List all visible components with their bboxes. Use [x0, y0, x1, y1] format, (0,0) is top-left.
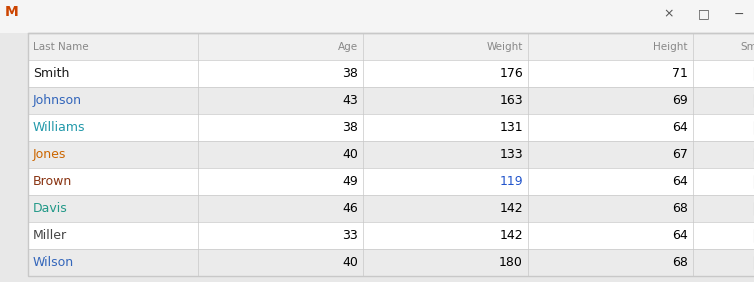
Text: 69: 69	[673, 94, 688, 107]
Text: 163: 163	[499, 94, 523, 107]
Text: Last Name: Last Name	[33, 41, 89, 52]
Text: 176: 176	[499, 67, 523, 80]
Text: Davis: Davis	[33, 202, 68, 215]
Text: 46: 46	[342, 202, 358, 215]
Text: Johnson: Johnson	[33, 94, 82, 107]
Text: Miller: Miller	[33, 229, 67, 242]
Bar	[28, 60, 754, 87]
Text: 142: 142	[499, 229, 523, 242]
Text: Brown: Brown	[33, 175, 72, 188]
Text: 49: 49	[342, 175, 358, 188]
Bar	[28, 87, 754, 114]
Bar	[28, 195, 754, 222]
Bar	[28, 141, 754, 168]
Bar	[28, 114, 754, 141]
Text: 71: 71	[672, 67, 688, 80]
Text: Smoker: Smoker	[740, 41, 754, 52]
Bar	[0, 276, 754, 282]
Text: 33: 33	[342, 229, 358, 242]
Text: 180: 180	[499, 256, 523, 269]
Bar	[28, 222, 754, 249]
Text: 40: 40	[342, 256, 358, 269]
Text: 119: 119	[499, 175, 523, 188]
Text: 38: 38	[342, 67, 358, 80]
Text: 67: 67	[672, 148, 688, 161]
Bar	[0, 0, 754, 33]
Text: Jones: Jones	[33, 148, 66, 161]
Text: ×: ×	[664, 8, 674, 21]
Text: Age: Age	[338, 41, 358, 52]
Bar	[0, 33, 28, 276]
Text: 68: 68	[672, 202, 688, 215]
Text: Smith: Smith	[33, 67, 69, 80]
Text: Williams: Williams	[33, 121, 85, 134]
Text: 40: 40	[342, 148, 358, 161]
Text: Wilson: Wilson	[33, 256, 74, 269]
Text: 68: 68	[672, 256, 688, 269]
Bar	[28, 168, 754, 195]
Text: 133: 133	[499, 148, 523, 161]
Bar	[28, 249, 754, 276]
Text: 142: 142	[499, 202, 523, 215]
Text: Height: Height	[654, 41, 688, 52]
Bar	[28, 33, 754, 276]
Text: □: □	[698, 8, 710, 21]
Bar	[28, 33, 754, 60]
Text: 43: 43	[342, 94, 358, 107]
Text: M: M	[5, 5, 19, 19]
Text: 64: 64	[673, 175, 688, 188]
Text: Weight: Weight	[486, 41, 523, 52]
Text: 64: 64	[673, 229, 688, 242]
Text: −: −	[734, 8, 744, 21]
Text: 131: 131	[499, 121, 523, 134]
Text: 64: 64	[673, 121, 688, 134]
Text: 38: 38	[342, 121, 358, 134]
